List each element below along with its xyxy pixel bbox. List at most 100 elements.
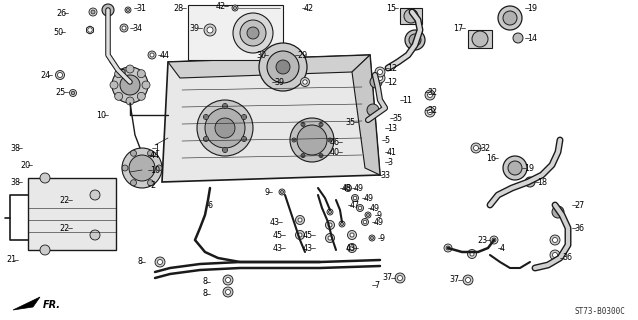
- Bar: [28, 178, 116, 250]
- Circle shape: [122, 26, 126, 30]
- Circle shape: [204, 137, 209, 141]
- Circle shape: [341, 222, 343, 226]
- Circle shape: [464, 276, 472, 284]
- Circle shape: [147, 180, 154, 186]
- Circle shape: [88, 28, 92, 32]
- Circle shape: [115, 70, 122, 78]
- Circle shape: [298, 233, 302, 237]
- Circle shape: [473, 146, 478, 150]
- Text: 35: 35: [346, 117, 356, 126]
- Text: 46: 46: [330, 138, 340, 147]
- Text: 23: 23: [478, 236, 488, 244]
- Circle shape: [470, 252, 474, 256]
- Text: 8: 8: [203, 290, 208, 299]
- Circle shape: [297, 125, 327, 155]
- Circle shape: [223, 287, 233, 297]
- Circle shape: [89, 8, 97, 16]
- Circle shape: [206, 26, 214, 34]
- Circle shape: [223, 103, 228, 108]
- Circle shape: [303, 80, 308, 84]
- Circle shape: [498, 6, 522, 30]
- Circle shape: [466, 278, 470, 282]
- Text: 12: 12: [387, 77, 397, 86]
- Circle shape: [397, 276, 403, 281]
- Circle shape: [444, 244, 452, 252]
- Text: 43: 43: [346, 244, 356, 252]
- Text: FR.: FR.: [43, 300, 61, 310]
- Circle shape: [463, 275, 473, 285]
- Circle shape: [156, 258, 164, 266]
- Text: 40: 40: [330, 148, 340, 156]
- Circle shape: [120, 75, 140, 95]
- Circle shape: [102, 4, 114, 16]
- Circle shape: [295, 230, 304, 239]
- Circle shape: [243, 138, 245, 140]
- Circle shape: [281, 190, 283, 194]
- Circle shape: [325, 220, 334, 229]
- Circle shape: [87, 27, 94, 34]
- Circle shape: [395, 273, 405, 283]
- Text: 20: 20: [20, 161, 30, 170]
- Circle shape: [137, 92, 145, 100]
- Circle shape: [350, 233, 354, 237]
- Circle shape: [131, 150, 137, 156]
- Text: 43: 43: [303, 244, 313, 252]
- Text: 45: 45: [303, 230, 313, 239]
- Circle shape: [122, 148, 162, 188]
- Text: 18: 18: [537, 178, 547, 187]
- Circle shape: [204, 24, 216, 36]
- Circle shape: [148, 51, 156, 59]
- Circle shape: [131, 180, 137, 186]
- Circle shape: [366, 213, 369, 217]
- Circle shape: [243, 116, 245, 118]
- Circle shape: [112, 67, 148, 103]
- Circle shape: [492, 238, 496, 242]
- Circle shape: [346, 186, 350, 190]
- Polygon shape: [87, 26, 93, 34]
- Text: 14: 14: [527, 34, 537, 43]
- Circle shape: [471, 143, 481, 153]
- Circle shape: [302, 79, 308, 85]
- Circle shape: [110, 81, 118, 89]
- Circle shape: [370, 76, 382, 88]
- Circle shape: [553, 237, 558, 243]
- Bar: [468, 30, 492, 48]
- Circle shape: [155, 257, 165, 267]
- Text: 9: 9: [377, 211, 382, 220]
- Circle shape: [225, 277, 230, 283]
- Circle shape: [129, 155, 155, 181]
- Circle shape: [371, 236, 373, 239]
- Circle shape: [357, 204, 364, 212]
- Circle shape: [425, 90, 435, 100]
- Circle shape: [247, 27, 259, 39]
- Circle shape: [490, 236, 498, 244]
- Text: 5: 5: [384, 135, 389, 145]
- Circle shape: [550, 235, 560, 245]
- Circle shape: [224, 149, 226, 151]
- Text: 42: 42: [216, 2, 226, 11]
- Circle shape: [446, 246, 450, 250]
- Text: 44: 44: [150, 150, 160, 159]
- Circle shape: [234, 6, 237, 10]
- Text: 12: 12: [387, 63, 397, 73]
- Circle shape: [345, 185, 352, 191]
- Circle shape: [279, 189, 285, 195]
- Circle shape: [126, 65, 134, 73]
- Text: 19: 19: [527, 4, 537, 12]
- Circle shape: [147, 150, 154, 156]
- Circle shape: [378, 76, 383, 81]
- Circle shape: [120, 24, 128, 32]
- Text: 37: 37: [450, 276, 460, 284]
- Circle shape: [298, 218, 302, 222]
- Text: 44: 44: [160, 51, 170, 60]
- Circle shape: [240, 20, 266, 46]
- Bar: [400, 8, 422, 24]
- Circle shape: [205, 116, 207, 118]
- Text: 49: 49: [354, 183, 364, 193]
- Circle shape: [468, 250, 477, 259]
- Text: 22: 22: [60, 223, 70, 233]
- Circle shape: [293, 139, 295, 141]
- Text: 32: 32: [427, 87, 437, 97]
- Circle shape: [259, 43, 307, 91]
- Text: 2: 2: [150, 180, 155, 189]
